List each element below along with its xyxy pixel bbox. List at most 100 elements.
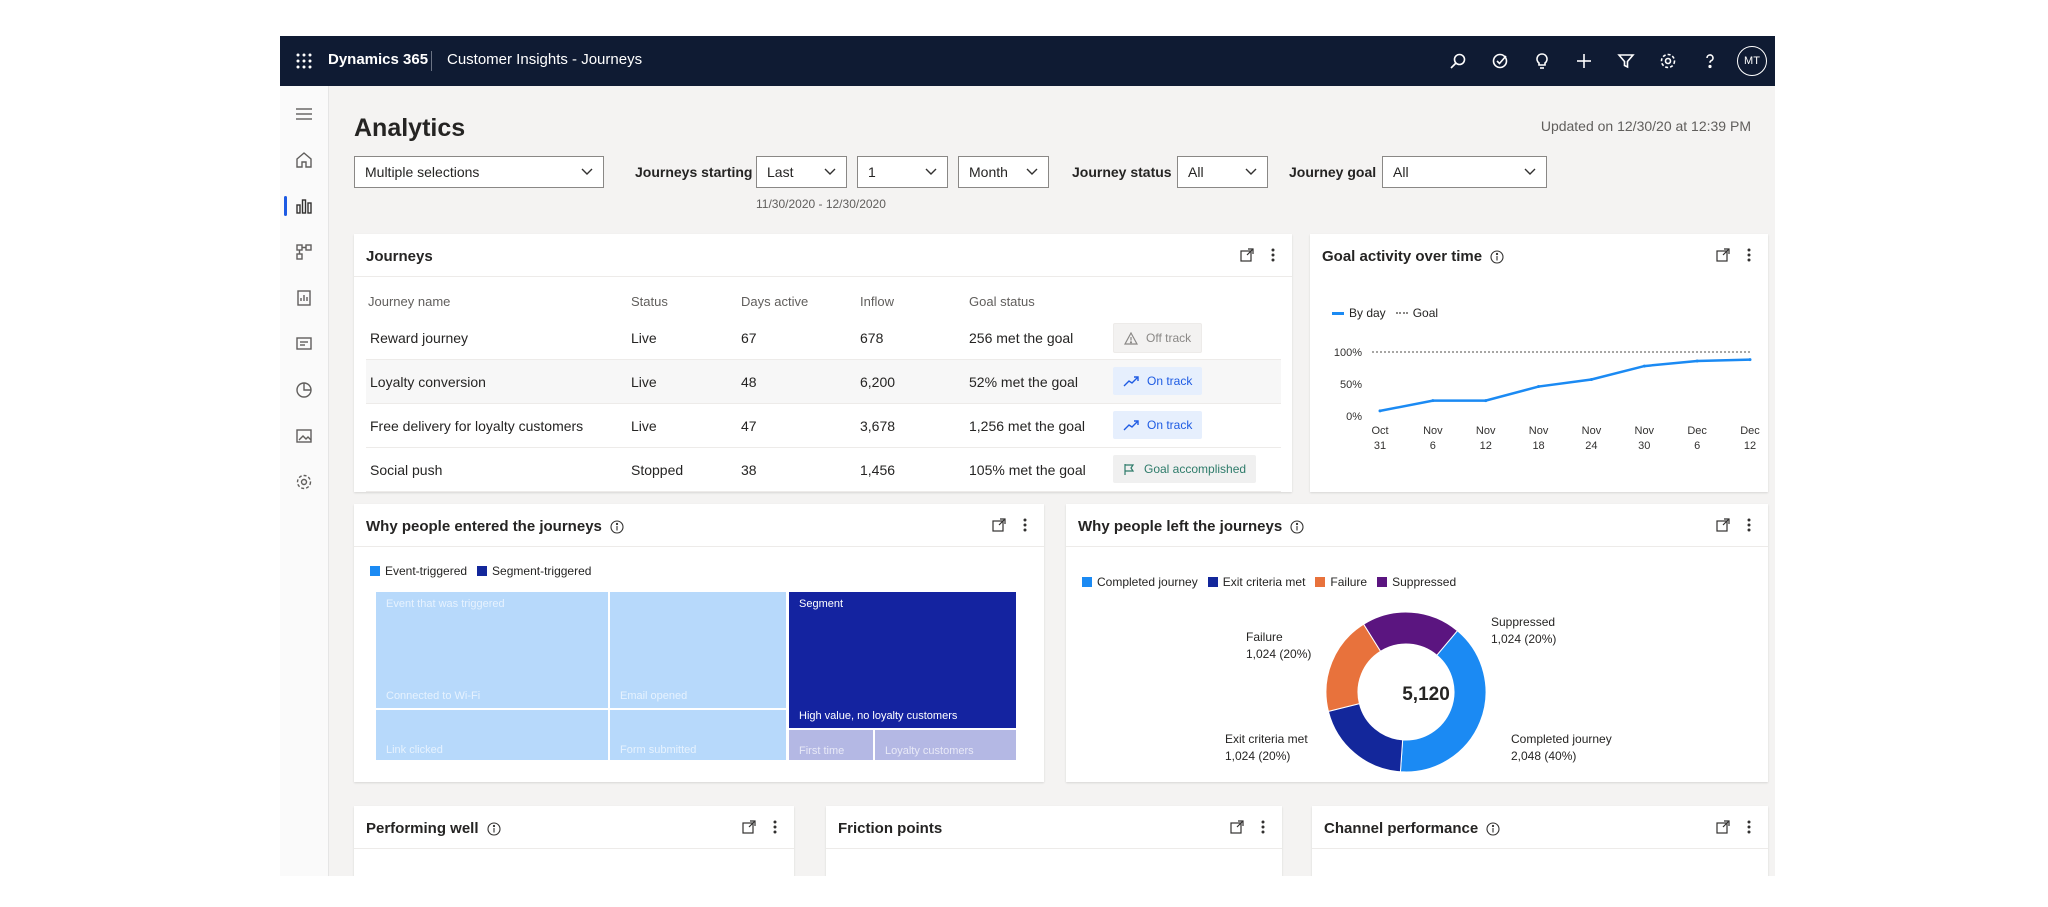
- journey-selection-dropdown[interactable]: Multiple selections: [354, 156, 604, 188]
- menu-icon[interactable]: [280, 96, 328, 132]
- column-header-days-active[interactable]: Days active: [741, 294, 809, 309]
- treemap-tile-event-triggered[interactable]: Event that was triggered Connected to Wi…: [376, 592, 608, 708]
- period-dropdown[interactable]: Last: [756, 156, 847, 188]
- column-header-goal-status[interactable]: Goal status: [969, 294, 1035, 309]
- period-unit-dropdown[interactable]: Month: [958, 156, 1049, 188]
- legend-item-exit-criteria-met[interactable]: Exit criteria met: [1207, 575, 1305, 589]
- legend-swatch: [1082, 577, 1092, 587]
- legend-item-completed-journey[interactable]: Completed journey: [1082, 575, 1198, 589]
- more-options-icon[interactable]: [1738, 514, 1760, 536]
- settings-nav-icon[interactable]: [280, 464, 328, 500]
- legend-item-event-triggered[interactable]: Event-triggered: [370, 564, 467, 578]
- expand-icon[interactable]: [1236, 244, 1258, 266]
- cell-journey-name[interactable]: Free delivery for loyalty customers: [370, 418, 584, 434]
- cell-days-active: 47: [741, 418, 757, 434]
- info-icon[interactable]: [486, 821, 501, 836]
- avatar[interactable]: MT: [1737, 46, 1767, 76]
- table-row[interactable]: Social push Stopped 38 1,456 105% met the go…: [366, 448, 1281, 492]
- journeys-starting-label: Journeys starting: [635, 164, 753, 180]
- segments-icon[interactable]: [280, 372, 328, 408]
- cell-inflow: 678: [860, 330, 884, 346]
- filter-icon[interactable]: [1605, 44, 1647, 78]
- info-icon[interactable]: [1486, 821, 1500, 836]
- app-launcher-icon[interactable]: [290, 47, 318, 75]
- card-header-divider: [354, 546, 1044, 547]
- task-icon[interactable]: [1479, 44, 1521, 78]
- last-updated-text: Updated on 12/30/20 at 12:39 PM: [1540, 118, 1751, 134]
- card-title: Channel performance: [1324, 820, 1500, 837]
- table-row[interactable]: Reward journey Live 67 678 256 met the g…: [366, 316, 1281, 360]
- chevron-down-icon: [824, 168, 836, 175]
- treemap-tile-form-submitted[interactable]: Form submitted: [610, 710, 786, 760]
- by-day-point: [1378, 409, 1382, 413]
- treemap-tile-link-clicked[interactable]: Link clicked: [376, 710, 608, 760]
- add-icon[interactable]: [1563, 44, 1605, 78]
- cell-journey-name[interactable]: Loyalty conversion: [370, 374, 486, 390]
- legend-item-goal[interactable]: Goal: [1395, 306, 1439, 320]
- journey-status-dropdown[interactable]: All: [1177, 156, 1268, 188]
- table-row[interactable]: Free delivery for loyalty customers Live…: [366, 404, 1281, 448]
- forms-icon[interactable]: [280, 326, 328, 362]
- cell-goal-status: 256 met the goal: [969, 330, 1074, 346]
- column-header-name[interactable]: Journey name: [368, 294, 451, 309]
- y-tick-label: 100%: [1334, 347, 1362, 359]
- card-title: Why people entered the journeys: [366, 518, 624, 535]
- expand-icon[interactable]: [1712, 816, 1734, 838]
- status-badge: On track: [1113, 411, 1203, 439]
- badge-label: Goal accomplished: [1144, 462, 1247, 476]
- expand-icon[interactable]: [988, 514, 1010, 536]
- assets-icon[interactable]: [280, 418, 328, 454]
- label-name: Completed journey: [1511, 732, 1612, 746]
- reports-icon[interactable]: [280, 280, 328, 316]
- info-icon[interactable]: [610, 519, 624, 534]
- info-icon[interactable]: [1490, 249, 1504, 264]
- app-name[interactable]: Customer Insights - Journeys: [447, 51, 643, 68]
- product-brand[interactable]: Dynamics 365: [328, 51, 429, 68]
- lightbulb-icon[interactable]: [1521, 44, 1563, 78]
- x-tick-month: Nov: [1582, 425, 1602, 437]
- journeys-icon[interactable]: [280, 234, 328, 270]
- table-row[interactable]: Loyalty conversion Live 48 6,200 52% met…: [366, 360, 1281, 404]
- legend-item-segment-triggered[interactable]: Segment-triggered: [477, 564, 591, 578]
- chevron-down-icon: [1524, 168, 1536, 175]
- info-icon[interactable]: [1290, 519, 1304, 534]
- legend-item-by-day[interactable]: By day: [1332, 306, 1386, 320]
- goal-activity-line-chart: 0% 50% 100% Oct 31 Nov 6 Nov 12 Nov 18 Nov 24 Nov 30 De…: [1334, 347, 1760, 452]
- x-tick-day: 12: [1480, 440, 1492, 452]
- expand-icon[interactable]: [1226, 816, 1248, 838]
- column-header-status[interactable]: Status: [631, 294, 668, 309]
- more-options-icon[interactable]: [1252, 816, 1274, 838]
- treemap-tile-first-time[interactable]: First time: [789, 730, 873, 760]
- more-options-icon[interactable]: [1738, 244, 1760, 266]
- journey-goal-dropdown[interactable]: All: [1382, 156, 1547, 188]
- more-options-icon[interactable]: [764, 816, 786, 838]
- column-header-inflow[interactable]: Inflow: [860, 294, 894, 309]
- cell-journey-name[interactable]: Social push: [370, 462, 443, 478]
- cell-status: Live: [631, 330, 657, 346]
- analytics-icon[interactable]: [280, 188, 328, 224]
- card-actions: [988, 514, 1036, 536]
- search-icon[interactable]: [1437, 44, 1479, 78]
- settings-icon[interactable]: [1647, 44, 1689, 78]
- legend-label: Goal: [1412, 306, 1439, 320]
- home-icon[interactable]: [280, 142, 328, 178]
- more-options-icon[interactable]: [1014, 514, 1036, 536]
- treemap-tile-loyalty-customers[interactable]: Loyalty customers: [875, 730, 1016, 760]
- more-options-icon[interactable]: [1262, 244, 1284, 266]
- legend-item-failure[interactable]: Failure: [1315, 575, 1367, 589]
- more-options-icon[interactable]: [1738, 816, 1760, 838]
- donut-slice-suppressed[interactable]: [1362, 611, 1459, 656]
- donut-slice-exit-criteria-met[interactable]: [1327, 703, 1404, 773]
- help-icon[interactable]: [1689, 44, 1731, 78]
- expand-icon[interactable]: [1712, 244, 1734, 266]
- chevron-down-icon: [1026, 168, 1038, 175]
- cell-journey-name[interactable]: Reward journey: [370, 330, 469, 346]
- treemap-tile-email-opened[interactable]: Email opened: [610, 592, 786, 708]
- legend-item-suppressed[interactable]: Suppressed: [1377, 575, 1456, 589]
- treemap-tile-segment[interactable]: Segment High value, no loyalty customers: [789, 592, 1016, 728]
- donut-slice-completed-journey[interactable]: [1399, 630, 1487, 773]
- label-name: Suppressed: [1491, 615, 1556, 629]
- expand-icon[interactable]: [1712, 514, 1734, 536]
- period-count-dropdown[interactable]: 1: [857, 156, 948, 188]
- expand-icon[interactable]: [738, 816, 760, 838]
